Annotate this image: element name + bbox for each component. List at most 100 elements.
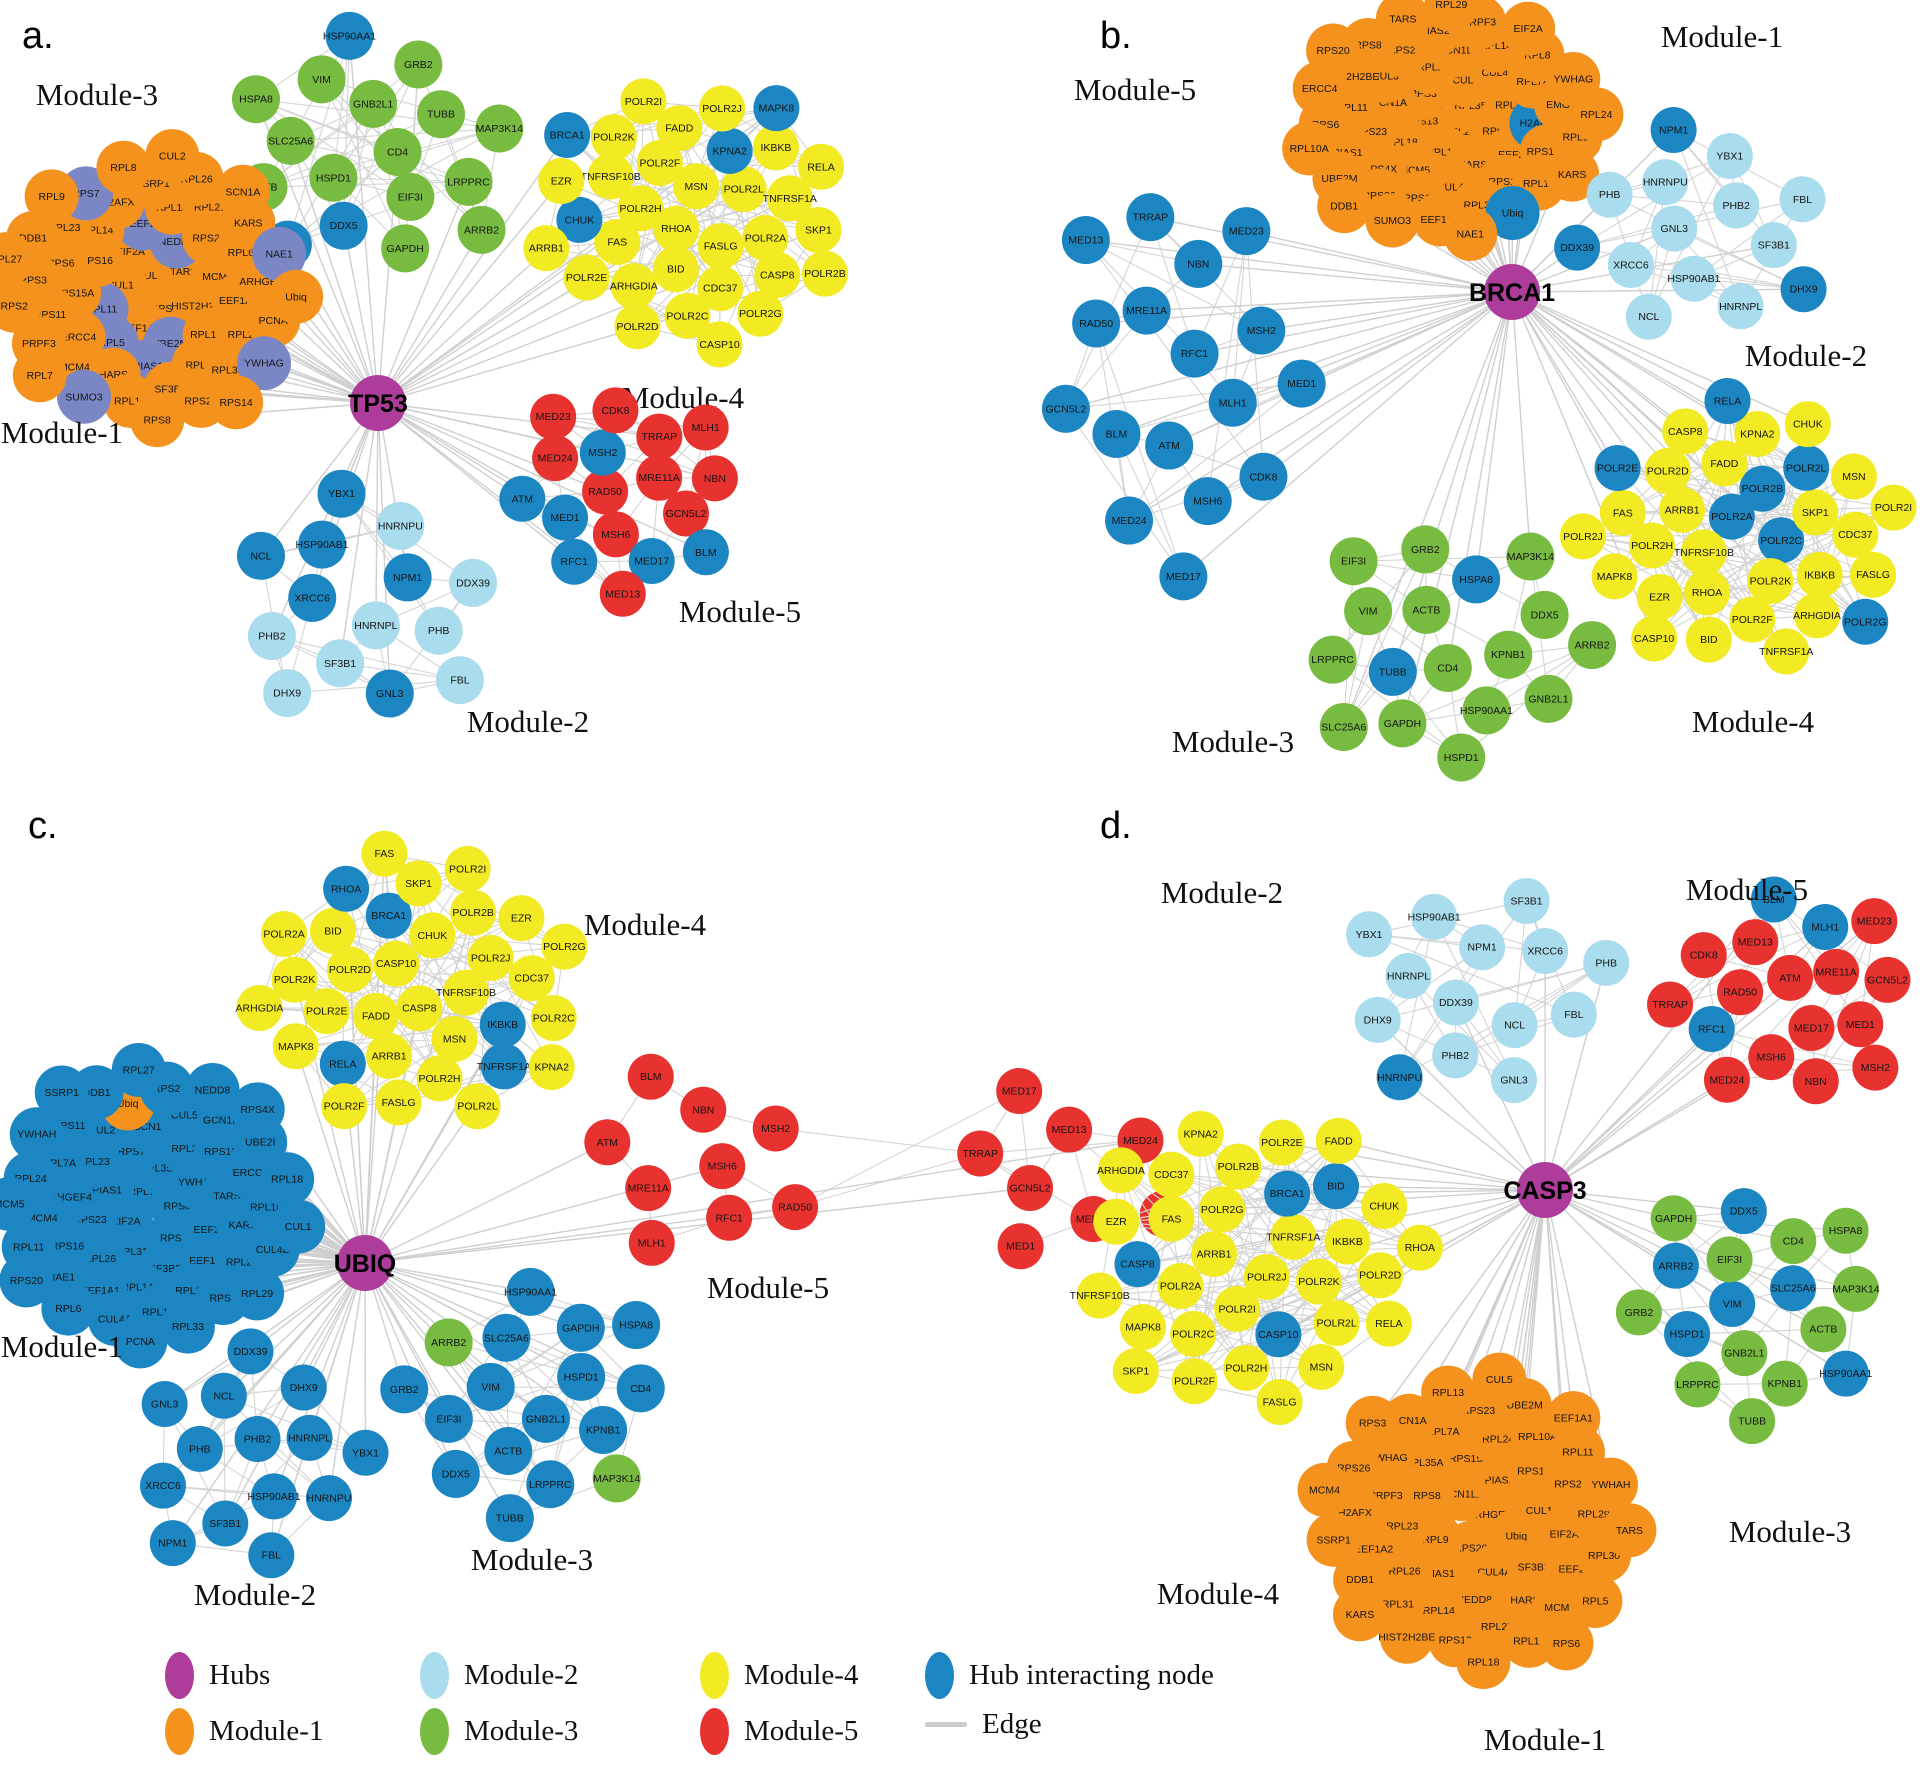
hub-edge [1544, 1189, 1847, 1375]
network-node-MED13: MED13 [1061, 216, 1110, 265]
svg-text:MED17: MED17 [634, 555, 669, 567]
svg-text:DDX39: DDX39 [1439, 997, 1473, 1009]
svg-text:SLC25A6: SLC25A6 [1321, 721, 1366, 733]
panel-letter-b: b. [1100, 15, 1132, 57]
network-node-POLR2C: POLR2C [530, 995, 577, 1042]
network-node-POLR2G: POLR2G [737, 290, 784, 337]
hub-edge [290, 140, 379, 404]
svg-text:CASP8: CASP8 [402, 1003, 437, 1015]
svg-text:ERCC4: ERCC4 [233, 1167, 269, 1179]
network-node-TNFRSF10B: TNFRSF10B [581, 153, 641, 200]
svg-text:ARRB1: ARRB1 [529, 243, 564, 255]
svg-text:RPL31: RPL31 [1382, 1599, 1414, 1611]
svg-text:POLR2A: POLR2A [263, 928, 304, 940]
network-node-BLM: BLM [1750, 876, 1797, 923]
svg-text:TNFRSF10B: TNFRSF10B [436, 987, 496, 999]
svg-text:CASP8: CASP8 [760, 270, 795, 282]
svg-text:FBL: FBL [1564, 1009, 1583, 1021]
svg-text:NPM1: NPM1 [158, 1538, 187, 1550]
svg-text:POLR2K: POLR2K [274, 974, 315, 986]
network-node-Ubiq: Ubiq [1485, 186, 1540, 241]
svg-text:POLR2H: POLR2H [1631, 540, 1673, 552]
svg-text:YWHAH: YWHAH [17, 1129, 56, 1141]
network-node-HSPD1: HSPD1 [1437, 733, 1486, 782]
svg-text:TARS: TARS [1389, 14, 1416, 26]
network-node-CHUK: CHUK [409, 912, 456, 959]
network-node-BRCA1: BRCA1 [544, 111, 591, 158]
network-node-POLR2E: POLR2E [303, 988, 350, 1035]
module-label: Module-1 [1, 415, 123, 450]
svg-text:HSPA8: HSPA8 [239, 94, 273, 106]
svg-text:POLR2E: POLR2E [306, 1006, 347, 1018]
svg-text:HSP90AB1: HSP90AB1 [1667, 273, 1720, 285]
svg-text:EEF2: EEF2 [194, 1224, 220, 1236]
network-node-ACTB: ACTB [484, 1427, 533, 1476]
svg-text:DHX9: DHX9 [1364, 1014, 1392, 1026]
network-node-POLR2D: POLR2D [1644, 447, 1691, 494]
edge [1368, 933, 1546, 952]
edge [263, 113, 442, 188]
network-node-YBX1: YBX1 [317, 469, 366, 518]
svg-text:CUL5: CUL5 [1486, 1374, 1513, 1386]
network-node-LRPPRC: LRPPRC [444, 157, 493, 206]
network-node-GNL3: GNL3 [1491, 1057, 1538, 1104]
edge [448, 1341, 641, 1389]
network-node-CD4: CD4 [1770, 1218, 1817, 1265]
edge [271, 635, 461, 681]
edge [1116, 383, 1302, 435]
network-node-EIF3I: EIF3I [424, 1394, 473, 1443]
edge [1128, 383, 1303, 521]
network-node-XRCC6: XRCC6 [140, 1462, 187, 1509]
network-node-POLR2I: POLR2I [620, 78, 667, 125]
network-node-POLR2K: POLR2K [271, 956, 318, 1003]
svg-text:GAPDH: GAPDH [387, 243, 424, 255]
svg-text:RPS3: RPS3 [209, 1293, 237, 1305]
network-node-HNRNPU: HNRNPU [1376, 1054, 1423, 1101]
svg-text:POLR2A: POLR2A [1160, 1281, 1201, 1293]
svg-text:FADD: FADD [1325, 1135, 1353, 1147]
network-node-DDX39: DDX39 [1554, 224, 1601, 271]
edge [1343, 549, 1426, 728]
network-node-POLR2B: POLR2B [450, 889, 497, 936]
network-node-RPS20: RPS20 [0, 1253, 54, 1308]
svg-text:HSP90AB1: HSP90AB1 [296, 539, 349, 551]
network-node-YBX1: YBX1 [342, 1429, 389, 1476]
svg-text:CDC37: CDC37 [1838, 529, 1873, 541]
svg-text:LRPPRC: LRPPRC [447, 176, 490, 188]
svg-text:SSRP1: SSRP1 [45, 1087, 80, 1099]
hub-edge [377, 150, 731, 404]
network-node-CHUK: CHUK [1784, 401, 1831, 448]
edge [490, 1324, 637, 1388]
network-node-HSP90AB1: HSP90AB1 [247, 1473, 301, 1520]
svg-text:POLR2L: POLR2L [724, 184, 764, 196]
svg-text:DHX9: DHX9 [290, 1382, 318, 1394]
network-node-NPM1: NPM1 [383, 553, 432, 602]
svg-text:RPL12: RPL12 [1513, 1635, 1545, 1647]
svg-text:ACTB: ACTB [1412, 604, 1440, 616]
svg-text:POLR2E: POLR2E [566, 272, 607, 284]
legend-label-module4: Module-4 [744, 1659, 859, 1691]
network-node-MED17: MED17 [996, 1067, 1043, 1114]
network-node-CD4: CD4 [616, 1364, 665, 1413]
network-node-RPL29: RPL29 [1424, 0, 1479, 32]
svg-text:MSH2: MSH2 [761, 1123, 790, 1135]
network-node-BID: BID [1685, 616, 1732, 663]
network-node-NBN: NBN [691, 455, 738, 502]
hub-edge [1511, 291, 1733, 518]
svg-text:DDX39: DDX39 [456, 577, 490, 589]
svg-text:RAD50: RAD50 [1723, 987, 1757, 999]
svg-text:MSH6: MSH6 [1757, 1052, 1786, 1064]
network-node-RHOA: RHOA [1396, 1224, 1443, 1271]
svg-text:LRPPRC: LRPPRC [529, 1479, 572, 1491]
network-node-CDC37: CDC37 [1832, 511, 1879, 558]
svg-text:YBX1: YBX1 [1356, 929, 1383, 941]
network-node-FASLG: FASLG [1256, 1379, 1303, 1426]
network-node-POLR2A: POLR2A [1708, 493, 1755, 540]
edge [1095, 323, 1184, 577]
svg-text:RFC1: RFC1 [715, 1212, 743, 1224]
hub-edge [1544, 1189, 1612, 1485]
network-node-TNFRSF10B: TNFRSF10B [436, 969, 496, 1016]
svg-text:MSN: MSN [1842, 471, 1865, 483]
svg-text:SF3B1: SF3B1 [1511, 895, 1543, 907]
